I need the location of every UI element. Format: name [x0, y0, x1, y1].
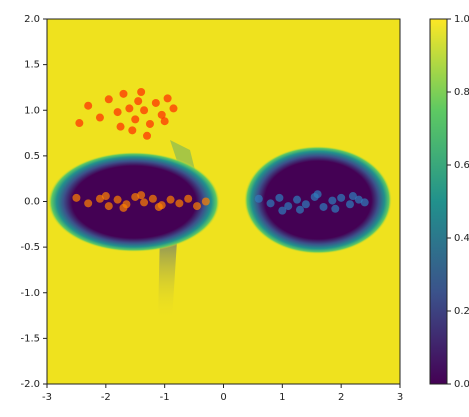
scatter-point	[72, 193, 81, 202]
scatter-point	[284, 202, 293, 211]
x-tick-label: 1	[279, 392, 285, 403]
scatter-point	[84, 199, 93, 208]
scatter-point	[143, 131, 152, 140]
scatter-point	[275, 193, 284, 202]
scatter-point	[184, 194, 193, 203]
x-tick-label: 2	[338, 392, 344, 403]
scatter-point	[104, 202, 113, 211]
x-tick-label: 3	[397, 392, 403, 403]
scatter-point	[193, 202, 202, 211]
scatter-point	[328, 196, 337, 205]
scatter-point	[134, 97, 143, 106]
scatter-point	[101, 192, 110, 201]
x-tick-label: -1	[160, 392, 170, 403]
colorbar-tick-label: 0.0	[454, 379, 469, 390]
scatter-point	[345, 200, 354, 209]
scatter-point	[254, 194, 263, 203]
scatter-point	[175, 199, 184, 208]
y-tick-label: 0.0	[24, 197, 40, 208]
scatter-point	[313, 190, 322, 199]
scatter-point	[160, 117, 169, 126]
scatter-point	[104, 95, 113, 104]
scatter-point	[151, 98, 160, 107]
scatter-point	[301, 200, 310, 209]
colorbar-tick-label: 1.0	[454, 14, 469, 25]
scatter-point	[119, 89, 128, 98]
y-tick-label: 1.0	[24, 105, 40, 116]
y-tick-label: -1.5	[20, 333, 40, 344]
scatter-point	[84, 101, 93, 110]
scatter-point	[128, 126, 137, 135]
colorbar	[429, 18, 448, 385]
colorbar-tick-label: 0.2	[454, 306, 469, 317]
scatter-point	[163, 94, 172, 103]
scatter-point	[154, 202, 163, 211]
y-tick-label: 1.5	[24, 60, 40, 71]
scatter-point	[131, 115, 140, 124]
scatter-point	[116, 122, 125, 131]
scatter-point	[157, 110, 166, 119]
scatter-point	[201, 197, 210, 206]
scatter-point	[331, 204, 340, 213]
x-tick-label: -3	[42, 392, 52, 403]
colorbar-tick-label: 0.4	[454, 233, 469, 244]
scatter-point	[166, 195, 175, 204]
scatter-point	[140, 106, 149, 115]
scatter-point	[295, 205, 304, 214]
scatter-point	[125, 104, 134, 113]
y-tick-label: -2.0	[20, 379, 40, 390]
scatter-point	[293, 195, 302, 204]
x-tick-label: -2	[101, 392, 111, 403]
scatter-point	[169, 104, 178, 113]
x-tick-label: 0	[220, 392, 226, 403]
y-tick-label: -1.0	[20, 288, 40, 299]
scatter-point	[360, 198, 369, 207]
scatter-point	[137, 88, 146, 96]
scatter-point	[278, 206, 287, 215]
y-tick-label: 0.5	[24, 151, 40, 162]
scatter-point	[119, 203, 128, 212]
scatter-point	[113, 195, 122, 204]
scatter-point	[75, 119, 84, 128]
scatter-point	[319, 202, 328, 211]
scatter-point	[266, 199, 275, 208]
y-tick-label: 2.0	[24, 14, 40, 25]
scatter-point	[148, 194, 157, 203]
colorbar-tick-label: 0.6	[454, 160, 469, 171]
scatter-point	[140, 198, 149, 207]
scatter-point	[348, 192, 357, 201]
y-tick-label: -0.5	[20, 242, 40, 253]
scatter-point	[137, 191, 146, 200]
scatter-point	[145, 119, 154, 128]
scatter-point	[337, 193, 346, 202]
scatter-point	[95, 113, 104, 122]
colorbar-tick-label: 0.8	[454, 87, 469, 98]
scatter-point	[113, 108, 122, 117]
